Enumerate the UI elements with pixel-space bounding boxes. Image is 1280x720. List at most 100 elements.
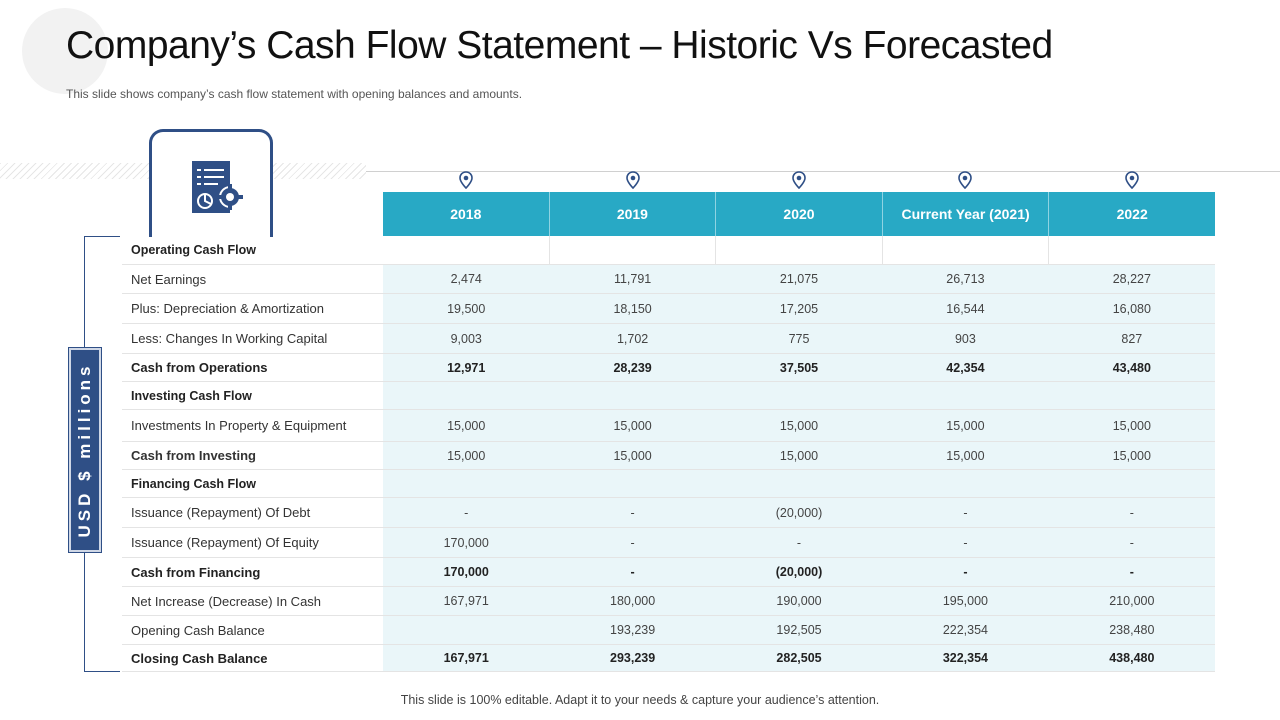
table-cell: 903	[954, 331, 976, 346]
table-cell: 43,480	[1112, 360, 1151, 375]
slide-subtitle: This slide shows company’s cash flow sta…	[66, 87, 523, 101]
table-cell: 15,000	[613, 418, 652, 433]
table-cell: 322,354	[942, 651, 989, 665]
row-label: Net Earnings	[131, 271, 207, 287]
column-header: 2020	[716, 192, 883, 236]
table-row: Cash from Investing 15,000 15,000 15,000 15,…	[122, 442, 1215, 470]
row-label: Cash from Investing	[131, 448, 256, 463]
table-row: Less: Changes In Working Capital 9,003 1,7…	[122, 324, 1215, 354]
column-header: 2019	[549, 192, 717, 236]
row-label: Net Increase (Decrease) In Cash	[131, 593, 322, 609]
slide-title: Company’s Cash Flow Statement – Historic…	[66, 24, 1053, 67]
table-cell: 180,000	[610, 594, 656, 608]
table-cell: 15,000	[779, 418, 819, 433]
table-data-background	[383, 265, 1215, 672]
table-cell: 15,000	[447, 418, 486, 433]
row-label: Less: Changes In Working Capital	[131, 331, 328, 346]
table-cell: 222,354	[942, 623, 989, 637]
table-cell	[1049, 236, 1215, 264]
column-header: Current Year (2021)	[882, 192, 1050, 236]
table-cell	[883, 236, 1050, 264]
row-label: Plus: Depreciation & Amortization	[131, 301, 324, 316]
table-row: Opening Cash Balance 193,239 192,505 222,35…	[122, 616, 1215, 645]
table-cell: 167,971	[443, 594, 489, 608]
unit-label-text: USD $ millions	[75, 362, 94, 538]
icon-frame	[149, 129, 273, 237]
table-row: Issuance (Repayment) Of Debt - - (20,000) - -	[122, 498, 1215, 528]
table-cell: 42,354	[946, 360, 985, 375]
table-cell: 9,003	[450, 331, 482, 346]
location-pin-icon	[625, 171, 640, 196]
table-cell: 28,239	[613, 360, 652, 375]
table-cell: 167,971	[443, 651, 489, 665]
row-label: Issuance (Repayment) Of Equity	[131, 535, 319, 550]
table-header: 2018 2019 2020 Current Year (2021) 2022	[383, 192, 1215, 236]
table-row: Cash from Financing 170,000 - (20,000) - -	[122, 558, 1215, 587]
table-cell: 282,505	[776, 651, 822, 665]
table-cell: -	[630, 565, 635, 579]
table-row: Net Increase (Decrease) In Cash 167,971 18…	[122, 587, 1215, 616]
row-label: Operating Cash Flow	[131, 243, 257, 257]
row-label: Opening Cash Balance	[131, 622, 265, 638]
table-cell: 15,000	[613, 448, 652, 463]
table-cell: 16,080	[1112, 301, 1151, 316]
table-cell: 1,702	[616, 331, 649, 346]
location-pin-icon	[792, 171, 806, 196]
table-row: Plus: Depreciation & Amortization 19,500 1…	[122, 294, 1215, 324]
table-cell: 19,500	[447, 301, 486, 316]
table-cell: 775	[788, 331, 810, 346]
row-label: Investments In Property & Equipment	[131, 418, 347, 433]
table-cell	[716, 236, 883, 264]
table-cell: 16,544	[946, 301, 985, 316]
table-cell: 15,000	[1112, 418, 1151, 433]
table-cell: 15,000	[1112, 448, 1151, 463]
table-cell: 15,000	[447, 448, 486, 463]
column-header: 2018	[383, 192, 550, 236]
table-cell: 17,205	[779, 301, 819, 316]
table-row: Financing Cash Flow	[122, 470, 1215, 498]
table-cell: 170,000	[443, 565, 489, 579]
table-row: Operating Cash Flow	[122, 236, 1215, 265]
table-row: Closing Cash Balance 167,971 293,239 282,50…	[122, 645, 1215, 672]
table-cell: (20,000)	[775, 565, 823, 579]
table-cell: 28,227	[1112, 272, 1151, 286]
table-cell: -	[963, 505, 968, 520]
column-header: 2022	[1049, 192, 1215, 236]
table-cell: -	[1129, 565, 1134, 579]
table-cell: 21,075	[779, 272, 819, 286]
table-cell	[383, 236, 550, 264]
table-row: Net Earnings 2,474 11,791 21,075 26,713 28,22…	[122, 265, 1215, 294]
decorative-circle	[22, 8, 108, 94]
table-cell: 12,971	[447, 360, 486, 375]
row-label: Issuance (Repayment) Of Debt	[131, 505, 311, 520]
table-cell: 193,239	[610, 623, 656, 637]
slide-footer: This slide is 100% editable. Adapt it to…	[400, 693, 880, 707]
table-cell: 195,000	[942, 594, 989, 608]
table-cell: 15,000	[946, 448, 985, 463]
unit-label-badge: USD $ millions	[69, 348, 101, 552]
table-cell: -	[630, 535, 635, 550]
table-cell	[383, 623, 549, 637]
table-cell: -	[963, 565, 968, 579]
table-cell: -	[1129, 535, 1134, 550]
table-cell: -	[1129, 505, 1134, 520]
table-cell: 15,000	[779, 448, 819, 463]
table-cell: -	[464, 505, 469, 520]
table-cell: 37,505	[779, 360, 819, 375]
table-cell: -	[796, 535, 802, 550]
table-row: Investments In Property & Equipment 15,00…	[122, 410, 1215, 442]
table-row: Cash from Operations 12,971 28,239 37,505 42…	[122, 354, 1215, 382]
table-cell: 18,150	[613, 301, 652, 316]
table-row: Investing Cash Flow	[122, 382, 1215, 410]
table-cell: -	[963, 535, 968, 550]
location-pin-icon	[1124, 171, 1139, 196]
divider-line	[366, 171, 1280, 172]
table-cell: 190,000	[776, 594, 822, 608]
table-cell: 293,239	[610, 651, 656, 665]
table-cell: 170,000	[443, 535, 489, 550]
location-pin-icon	[459, 171, 473, 196]
row-label: Cash from Financing	[131, 564, 261, 580]
row-label: Financing Cash Flow	[131, 476, 257, 491]
location-pin-icon	[958, 171, 973, 196]
table-cell	[550, 236, 717, 264]
